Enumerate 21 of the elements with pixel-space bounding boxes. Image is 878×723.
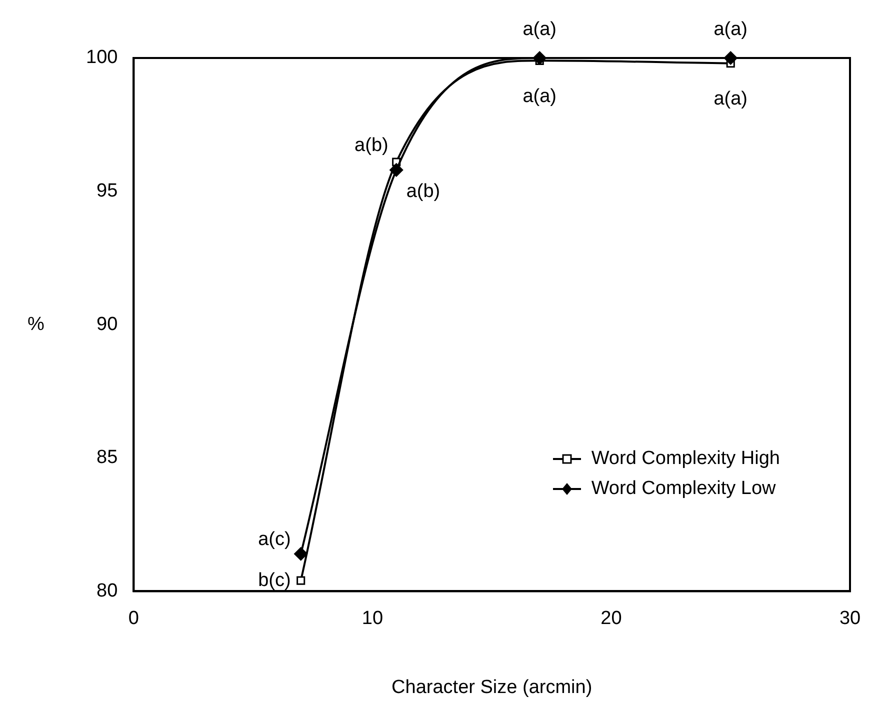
- annotation: a(b): [406, 181, 440, 202]
- annotation: a(a): [522, 86, 556, 107]
- x-tick-label: 10: [362, 608, 384, 629]
- x-tick-label: 30: [839, 608, 861, 629]
- y-tick-label: 95: [96, 180, 118, 202]
- y-axis-title: %: [28, 314, 45, 335]
- y-tick-label: 100: [86, 47, 118, 68]
- annotation: a(c): [258, 529, 291, 550]
- x-tick-label: 20: [600, 608, 622, 629]
- x-tick-label: 0: [128, 608, 139, 629]
- annotation: a(a): [714, 19, 748, 40]
- x-axis-title: Character Size (arcmin): [392, 677, 592, 698]
- y-tick-label: 85: [96, 447, 118, 468]
- annotation: a(a): [522, 19, 556, 40]
- annotation: b(c): [258, 570, 291, 591]
- y-tick-label: 90: [96, 314, 118, 335]
- annotation: a(b): [354, 135, 388, 156]
- legend-label: Word Complexity Low: [591, 478, 776, 500]
- annotation: a(a): [714, 88, 748, 110]
- y-tick-label: 80: [96, 580, 118, 602]
- legend-label: Word Complexity High: [591, 448, 780, 470]
